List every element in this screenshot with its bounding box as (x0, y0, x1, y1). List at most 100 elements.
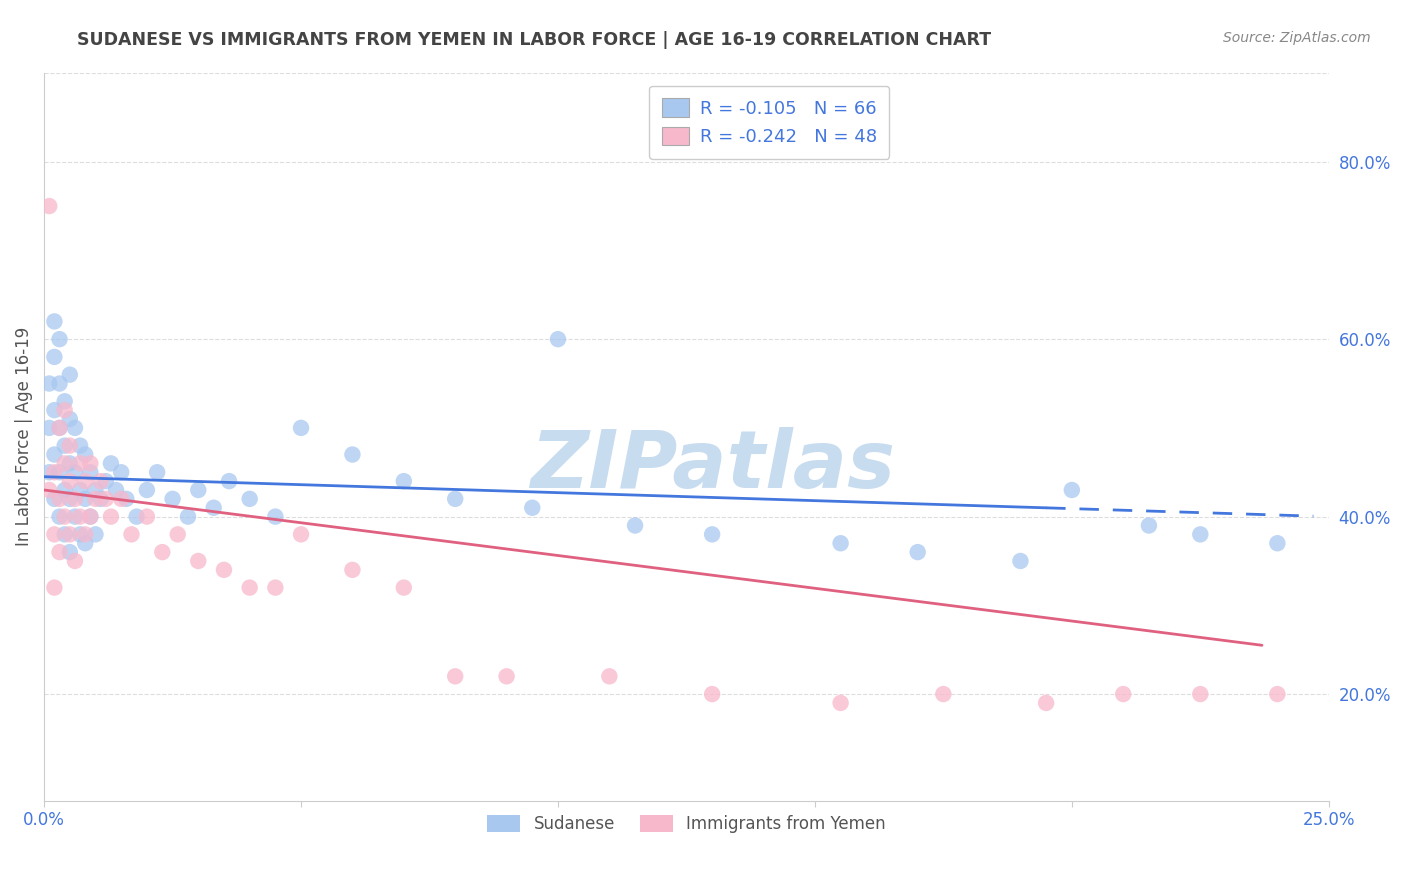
Point (342, 563, 364, 577)
Point (110, 491, 132, 506)
Point (38, 421, 60, 435)
Point (79, 509, 101, 524)
Point (105, 483, 128, 497)
Point (48, 545, 70, 559)
Point (69, 456, 91, 470)
Point (59, 439, 82, 453)
Point (79, 456, 101, 470)
Point (38, 465, 60, 479)
Point (84, 491, 107, 506)
Point (53, 403, 76, 417)
Point (63, 554, 86, 568)
Point (218, 474, 240, 488)
Point (290, 421, 312, 435)
Point (700, 687, 723, 701)
Point (53, 527, 76, 541)
Point (187, 483, 209, 497)
Point (1267, 687, 1289, 701)
Point (38, 483, 60, 497)
Point (48, 491, 70, 506)
Point (48, 376, 70, 391)
Point (264, 509, 287, 524)
Point (239, 581, 262, 595)
Point (125, 509, 148, 524)
Point (44, 527, 66, 541)
Point (44, 581, 66, 595)
Point (907, 545, 929, 559)
Point (264, 581, 287, 595)
Point (59, 368, 82, 382)
Point (166, 527, 188, 541)
Point (48, 421, 70, 435)
Point (44, 465, 66, 479)
Point (69, 527, 91, 541)
Point (830, 696, 852, 710)
Point (90, 474, 112, 488)
Point (84, 483, 107, 497)
Point (1189, 527, 1212, 541)
Point (53, 439, 76, 453)
Point (100, 456, 122, 470)
Point (69, 483, 91, 497)
Point (110, 465, 132, 479)
Point (1137, 518, 1160, 533)
Point (59, 412, 82, 426)
Point (150, 545, 173, 559)
Point (53, 509, 76, 524)
Point (53, 394, 76, 409)
Point (135, 483, 157, 497)
Point (162, 491, 184, 506)
Y-axis label: In Labor Force | Age 16-19: In Labor Force | Age 16-19 (15, 327, 32, 547)
Point (1189, 687, 1212, 701)
Point (79, 465, 101, 479)
Point (44, 448, 66, 462)
Point (75, 536, 97, 550)
Point (598, 669, 620, 683)
Point (75, 491, 97, 506)
Point (44, 350, 66, 364)
Point (239, 491, 262, 506)
Point (290, 527, 312, 541)
Point (59, 491, 82, 506)
Point (59, 527, 82, 541)
Point (94, 491, 117, 506)
Point (48, 465, 70, 479)
Point (75, 474, 97, 488)
Point (932, 687, 955, 701)
Point (38, 376, 60, 391)
Point (444, 669, 467, 683)
Point (135, 509, 157, 524)
Point (69, 439, 91, 453)
Point (79, 509, 101, 524)
Point (1267, 536, 1289, 550)
Point (187, 554, 209, 568)
Point (53, 483, 76, 497)
Point (53, 456, 76, 470)
Point (63, 465, 86, 479)
Point (75, 448, 97, 462)
Point (1035, 696, 1057, 710)
Point (522, 500, 544, 515)
Point (75, 527, 97, 541)
Point (63, 491, 86, 506)
Point (90, 491, 112, 506)
Legend: Sudanese, Immigrants from Yemen: Sudanese, Immigrants from Yemen (479, 808, 893, 839)
Point (63, 509, 86, 524)
Point (177, 509, 200, 524)
Point (100, 509, 122, 524)
Point (115, 491, 138, 506)
Point (84, 527, 107, 541)
Point (1060, 483, 1083, 497)
Point (44, 314, 66, 328)
Point (700, 527, 723, 541)
Point (392, 474, 415, 488)
Point (69, 509, 91, 524)
Point (48, 332, 70, 346)
Point (48, 421, 70, 435)
Point (38, 199, 60, 213)
Point (392, 581, 415, 595)
Point (121, 527, 143, 541)
Point (63, 421, 86, 435)
Point (59, 474, 82, 488)
Point (1010, 554, 1032, 568)
